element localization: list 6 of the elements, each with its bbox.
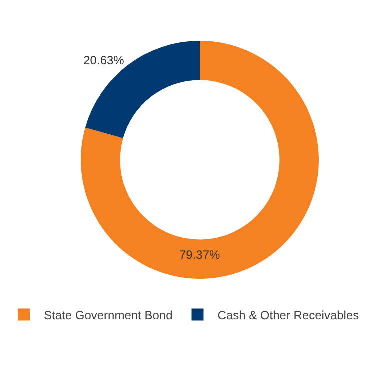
data-label: 20.63% xyxy=(84,54,125,68)
donut-slice xyxy=(85,40,200,138)
data-label: 79.37% xyxy=(179,248,221,262)
legend-label: State Government Bond xyxy=(44,308,173,322)
donut-slice xyxy=(81,40,319,279)
legend-label: Cash & Other Receivables xyxy=(218,308,360,322)
